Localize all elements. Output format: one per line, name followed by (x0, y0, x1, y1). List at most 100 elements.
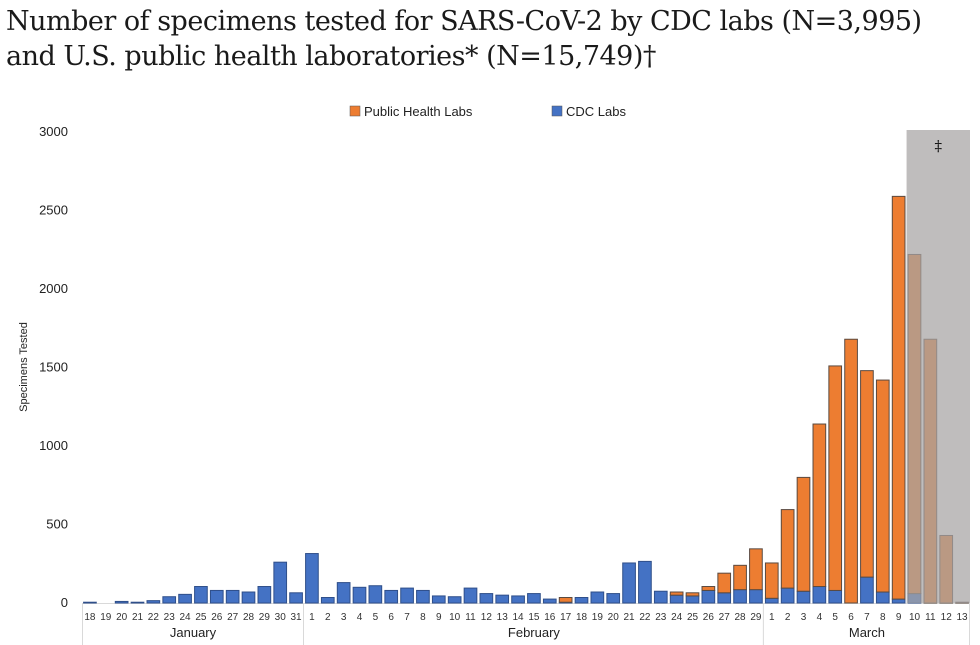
x-tick-label: 21 (132, 612, 144, 623)
bar-cdc-labs (606, 593, 621, 604)
bar-public-health-labs (891, 195, 906, 600)
chart-title: Number of specimens tested for SARS-CoV-… (6, 4, 922, 74)
x-tick-label: 30 (275, 612, 287, 623)
x-tick-label: 8 (880, 612, 886, 623)
x-tick-label: 9 (436, 612, 442, 623)
bar-cdc-labs (225, 589, 240, 604)
bar-cdc-labs (178, 593, 192, 604)
bar-cdc-labs (273, 561, 288, 604)
bar-cdc-labs (305, 553, 319, 604)
x-tick-label: 24 (671, 612, 683, 623)
x-tick-label: 26 (703, 612, 715, 623)
x-tick-label: 20 (116, 612, 128, 623)
x-tick-label: 27 (227, 612, 239, 623)
bar-cdc-labs (162, 596, 177, 604)
bar-public-health-labs (812, 423, 827, 588)
x-tick-label: 17 (560, 612, 572, 623)
x-tick-label: 14 (513, 612, 525, 623)
legend-label-cdc-labs: CDC Labs (566, 104, 626, 119)
bar-public-health-labs (685, 592, 700, 597)
bar-cdc-labs (574, 597, 589, 604)
x-tick-label: 18 (576, 612, 588, 623)
x-tick-label: 25 (195, 612, 207, 623)
x-tick-label: 1 (309, 612, 315, 623)
x-tick-label: 19 (100, 612, 112, 623)
x-tick-label: 1 (769, 612, 775, 623)
bar-cdc-labs (431, 595, 446, 604)
bar-cdc-labs (320, 597, 335, 604)
x-tick-label: 12 (941, 612, 953, 623)
legend: Public Health Labs CDC Labs (349, 104, 626, 119)
title-line-2: and U.S. public health laboratories* (N=… (6, 41, 656, 72)
bar-cdc-labs (527, 593, 541, 604)
bar-cdc-labs (479, 593, 494, 604)
x-tick-label: 11 (925, 612, 936, 623)
x-tick-label: 19 (592, 612, 604, 623)
bar-public-health-labs (749, 548, 763, 591)
x-tick-label: 7 (864, 612, 870, 623)
bar-cdc-labs (352, 586, 367, 604)
y-tick-label: 0 (61, 595, 68, 610)
bar-cdc-labs (146, 600, 161, 604)
x-tick-label: 12 (481, 612, 493, 623)
bar-public-health-labs (701, 586, 716, 591)
bar-cdc-labs (336, 582, 351, 604)
x-tick-label: 22 (639, 612, 651, 623)
bar-cdc-labs (114, 600, 129, 604)
bar-cdc-labs (463, 587, 478, 604)
x-tick-label: 24 (180, 612, 192, 623)
bar-cdc-labs (384, 589, 399, 604)
x-tick-label: 4 (817, 612, 823, 623)
x-tick-label: 22 (148, 612, 160, 623)
bar-cdc-labs (796, 590, 811, 604)
x-tick-label: 13 (497, 612, 509, 623)
x-tick-label: 2 (325, 612, 331, 623)
x-tick-label: 23 (164, 612, 176, 623)
x-tick-label: 21 (624, 612, 636, 623)
bar-cdc-labs (209, 589, 224, 604)
bar-cdc-labs (542, 598, 557, 604)
x-tick-label: 2 (785, 612, 791, 623)
legend-swatch-public-health-labs (349, 105, 361, 117)
x-axis: 18 19 20 21 22 23 24 25 26 27 28 29 30 31 1 2 3 4 5 6 7 8 9 10 1… (82, 603, 970, 645)
title-line-1: Number of specimens tested for SARS-CoV-… (6, 6, 922, 37)
bar-cdc-labs (622, 562, 636, 604)
bar-public-health-labs (764, 562, 779, 599)
bar-cdc-labs (416, 589, 430, 604)
month-label: March (849, 625, 885, 640)
x-tick-label: 3 (801, 612, 807, 623)
x-tick-label: 7 (404, 612, 410, 623)
bar-cdc-labs (241, 591, 256, 604)
y-tick-label: 2500 (39, 203, 68, 218)
bar-cdc-labs (130, 601, 145, 604)
bar-cdc-labs (701, 589, 716, 604)
bar-cdc-labs (669, 594, 684, 604)
x-tick-label: 28 (243, 612, 255, 623)
bar-public-health-labs (828, 365, 843, 591)
bar-public-health-labs (860, 370, 874, 578)
bar-public-health-labs (796, 476, 811, 592)
x-tick-label: 28 (735, 612, 747, 623)
bar-cdc-labs (194, 586, 208, 604)
x-tick-label: 23 (655, 612, 667, 623)
x-tick-label: 18 (84, 612, 96, 623)
y-tick-label: 500 (46, 517, 68, 532)
x-tick-label: 6 (388, 612, 394, 623)
bar-cdc-labs (400, 587, 414, 604)
bar-cdc-labs (653, 590, 668, 604)
bar-cdc-labs (717, 592, 732, 604)
shaded-region-annotation: ‡ (935, 137, 943, 155)
bar-cdc-labs (685, 595, 700, 604)
shaded-region-overlay (906, 130, 970, 603)
bar-cdc-labs (764, 597, 779, 604)
x-tick-label: 10 (449, 612, 461, 623)
bar-cdc-labs (860, 576, 874, 604)
bar-cdc-labs (875, 591, 890, 604)
bar-cdc-labs (447, 596, 462, 604)
x-tick-label: 5 (832, 612, 838, 623)
bar-cdc-labs (289, 592, 303, 604)
bars (83, 195, 969, 604)
month-label: February (508, 625, 561, 640)
bar-cdc-labs (511, 595, 525, 604)
